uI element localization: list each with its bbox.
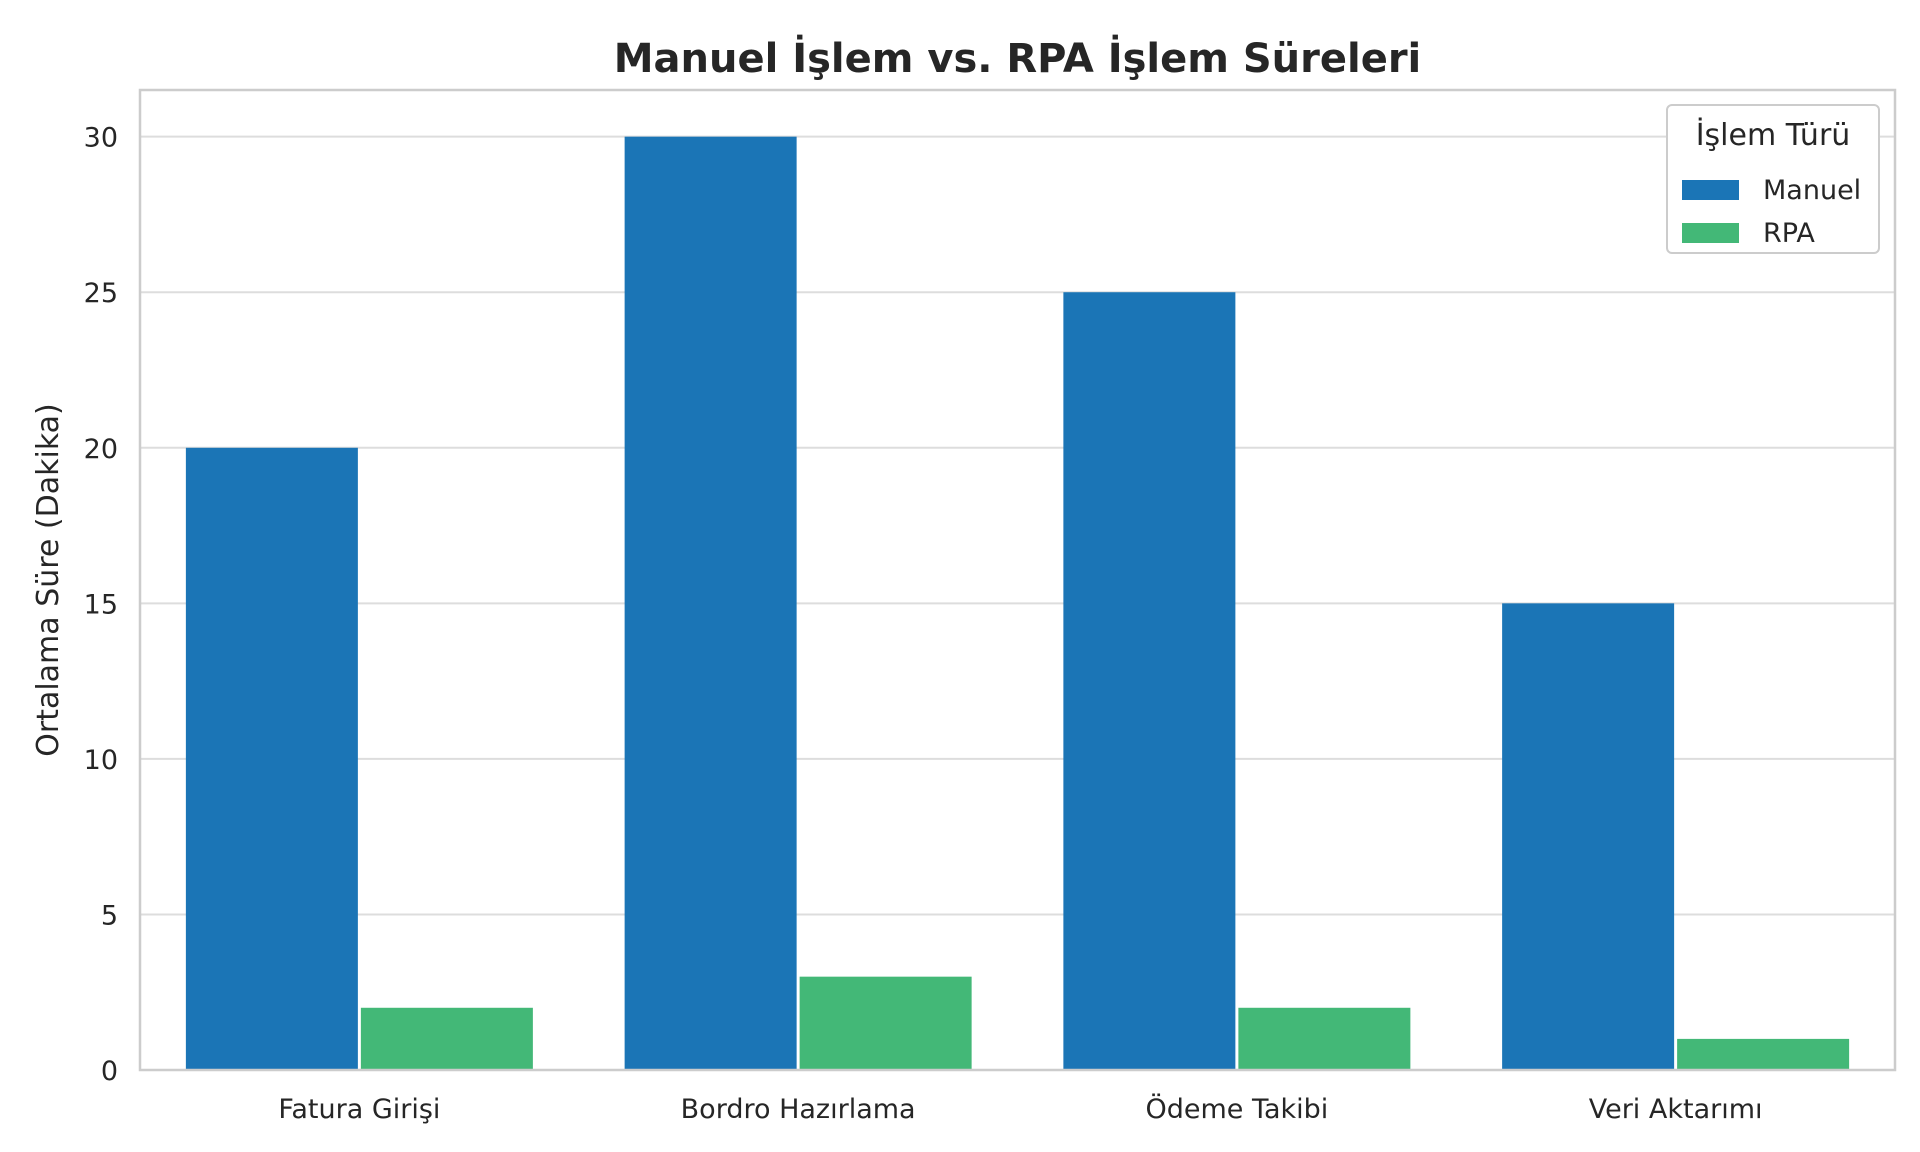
chart-title: Manuel İşlem vs. RPA İşlem Süreleri bbox=[614, 34, 1422, 82]
plot-frame bbox=[138, 88, 1897, 1072]
legend-label-rpa: RPA bbox=[1763, 218, 1815, 249]
x-tick-label: Fatura Girişi bbox=[278, 1094, 440, 1125]
bar-rpa-1 bbox=[799, 976, 972, 1070]
bar-rpa-0 bbox=[360, 1007, 533, 1070]
y-tick-label: 25 bbox=[84, 278, 118, 309]
bar-manuel-1 bbox=[624, 136, 797, 1070]
y-tick-label: 15 bbox=[84, 589, 118, 620]
bar-rpa-2 bbox=[1238, 1007, 1411, 1070]
y-tick-label: 20 bbox=[84, 434, 118, 465]
legend-title: İşlem Türü bbox=[1696, 117, 1851, 153]
x-tick-label: Bordro Hazırlama bbox=[681, 1094, 916, 1125]
legend: İşlem Türü Manuel RPA bbox=[1666, 104, 1880, 254]
y-tick-label: 30 bbox=[84, 123, 118, 154]
y-tick-label: 10 bbox=[84, 745, 118, 776]
bar-manuel-3 bbox=[1502, 603, 1675, 1070]
legend-items: Manuel RPA bbox=[1682, 175, 1861, 249]
bar-manuel-0 bbox=[185, 447, 358, 1070]
y-tick-label: 5 bbox=[101, 900, 118, 931]
x-tick-label: Veri Aktarımı bbox=[1589, 1094, 1763, 1125]
y-axis-label: Ortalama Süre (Dakika) bbox=[31, 403, 66, 757]
legend-label-manuel: Manuel bbox=[1763, 175, 1861, 206]
x-tick-label: Ödeme Takibi bbox=[1145, 1093, 1328, 1125]
bar-rpa-3 bbox=[1677, 1038, 1850, 1070]
legend-swatch-manuel bbox=[1682, 180, 1739, 200]
legend-box bbox=[1666, 104, 1880, 254]
bar-manuel-2 bbox=[1063, 292, 1236, 1070]
y-tick-label: 0 bbox=[101, 1056, 118, 1087]
bars bbox=[185, 136, 1850, 1070]
x-tick-labels: Fatura Girişi Bordro Hazırlama Ödeme Takib… bbox=[278, 1093, 1762, 1125]
y-tick-labels: 0 5 10 15 20 25 30 bbox=[84, 123, 118, 1087]
legend-swatch-rpa bbox=[1682, 223, 1739, 243]
